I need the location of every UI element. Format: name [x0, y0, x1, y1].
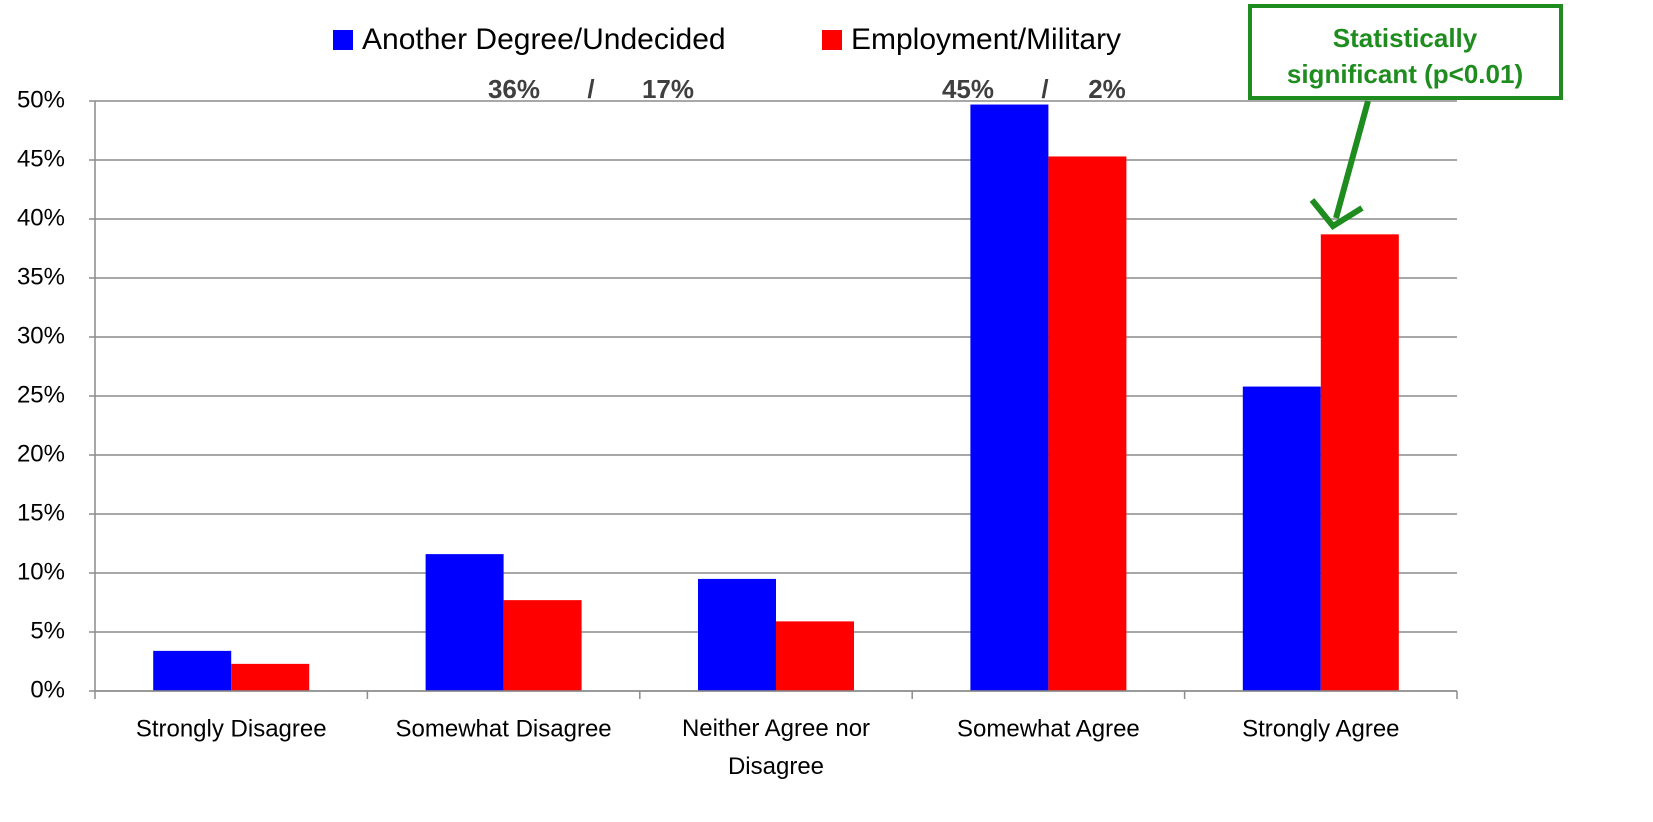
bar	[970, 104, 1049, 692]
callout-arrow	[1333, 100, 1371, 219]
bar	[776, 621, 854, 691]
y-tick-label: 15%	[17, 499, 65, 526]
annotation: /	[587, 74, 594, 104]
x-tick-label: Strongly Disagree	[136, 715, 327, 742]
annotation: 2%	[1088, 74, 1126, 104]
bar	[503, 600, 582, 691]
bar	[231, 663, 310, 691]
x-tick-label: Somewhat Disagree	[396, 715, 612, 742]
legend-swatch	[333, 30, 353, 50]
x-tick-label: Somewhat Agree	[957, 715, 1140, 742]
bar	[425, 554, 504, 691]
bar	[1048, 156, 1127, 691]
annotation: /	[1041, 74, 1048, 104]
annotation: 17%	[642, 74, 694, 104]
x-tick-label: Neither Agree nor Disagree	[682, 715, 870, 780]
legend-swatch	[822, 30, 842, 50]
y-tick-label: 10%	[17, 558, 65, 585]
callout-text: significant (p<0.01)	[1287, 59, 1523, 89]
bar	[1242, 386, 1321, 691]
y-tick-label: 45%	[17, 145, 65, 172]
x-tick-label: Strongly Agree	[1242, 715, 1399, 742]
y-tick-label: 35%	[17, 263, 65, 290]
y-tick-label: 40%	[17, 204, 65, 231]
bar	[153, 650, 232, 691]
y-tick-label: 50%	[17, 86, 65, 113]
legend-label: Employment/Military	[851, 23, 1121, 56]
annotation: 45%	[942, 74, 994, 104]
bar	[1320, 234, 1399, 691]
y-tick-label: 5%	[30, 617, 65, 644]
y-tick-label: 20%	[17, 440, 65, 467]
y-tick-label: 0%	[30, 676, 65, 703]
y-tick-label: 30%	[17, 322, 65, 349]
callout-arrowhead	[1309, 198, 1364, 230]
annotation: 36%	[488, 74, 540, 104]
y-tick-label: 25%	[17, 381, 65, 408]
callout-text: Statistically	[1333, 23, 1478, 53]
bar	[698, 578, 776, 691]
legend-label: Another Degree/Undecided	[362, 23, 726, 56]
callout-box	[1248, 4, 1563, 100]
